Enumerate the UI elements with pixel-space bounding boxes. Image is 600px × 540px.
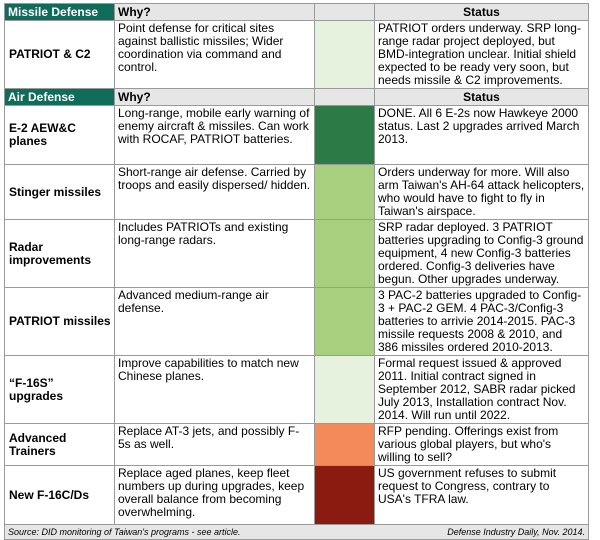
program-status: SRP radar deployed. 3 PATRIOT batteries … bbox=[374, 219, 589, 288]
program-status: PATRIOT orders underway. SRP long-range … bbox=[374, 20, 589, 89]
table-row: E-2 AEW&C planes Long-range, mobile earl… bbox=[4, 105, 589, 165]
section-title: Missile Defense bbox=[4, 3, 115, 21]
why-header: Why? bbox=[114, 3, 315, 21]
program-name: Radar improvements bbox=[4, 219, 115, 288]
table-row: PATRIOT missiles Advanced medium-range a… bbox=[4, 287, 589, 356]
section-header-row: Air Defense Why? Status bbox=[4, 88, 589, 106]
status-swatch bbox=[314, 164, 375, 220]
status-swatch bbox=[314, 355, 375, 424]
program-why: Short-range air defense. Carried by troo… bbox=[114, 164, 315, 220]
program-why: Point defense for critical sites against… bbox=[114, 20, 315, 89]
program-why: Long-range, mobile early warning of enem… bbox=[114, 105, 315, 165]
programs-table: Missile Defense Why? Status PATRIOT & C2… bbox=[4, 3, 589, 540]
program-status: Formal request issued & approved 2011. I… bbox=[374, 355, 589, 424]
credit-note: Defense Industry Daily, Nov. 2014. bbox=[447, 527, 585, 537]
program-status: 3 PAC-2 batteries upgraded to Config-3 +… bbox=[374, 287, 589, 356]
status-header: Status bbox=[374, 88, 589, 106]
table-row: New F-16C/Ds Replace aged planes, keep f… bbox=[4, 465, 589, 525]
table-row: “F-16S” upgrades Improve capabilities to… bbox=[4, 355, 589, 424]
status-swatch bbox=[314, 219, 375, 288]
program-status: DONE. All 6 E-2s now Hawkeye 2000 status… bbox=[374, 105, 589, 165]
program-name: PATRIOT missiles bbox=[4, 287, 115, 356]
program-status: US government refuses to submit request … bbox=[374, 465, 589, 525]
table-row: Radar improvements Includes PATRIOTs and… bbox=[4, 219, 589, 288]
program-why: Improve capabilities to match new Chines… bbox=[114, 355, 315, 424]
status-swatch bbox=[314, 465, 375, 525]
spacer-header bbox=[314, 3, 375, 21]
program-status: Orders underway for more. Will also arm … bbox=[374, 164, 589, 220]
table-row: Stinger missiles Short-range air defense… bbox=[4, 164, 589, 220]
status-header: Status bbox=[374, 3, 589, 21]
status-swatch bbox=[314, 287, 375, 356]
program-why: Advanced medium-range air defense. bbox=[114, 287, 315, 356]
footer-cell: Source: DID monitoring of Taiwan's progr… bbox=[4, 524, 589, 540]
status-swatch bbox=[314, 423, 375, 466]
table-row: Advanced Trainers Replace AT-3 jets, and… bbox=[4, 423, 589, 466]
program-name: Advanced Trainers bbox=[4, 423, 115, 466]
program-name: New F-16C/Ds bbox=[4, 465, 115, 525]
program-why: Replace aged planes, keep fleet numbers … bbox=[114, 465, 315, 525]
source-note: Source: DID monitoring of Taiwan's progr… bbox=[8, 527, 241, 537]
program-name: Stinger missiles bbox=[4, 164, 115, 220]
program-why: Replace AT-3 jets, and possibly F-5s as … bbox=[114, 423, 315, 466]
program-name: PATRIOT & C2 bbox=[4, 20, 115, 89]
section-title: Air Defense bbox=[4, 88, 115, 106]
table-row: PATRIOT & C2 Point defense for critical … bbox=[4, 20, 589, 89]
table-footer: Source: DID monitoring of Taiwan's progr… bbox=[4, 524, 589, 540]
program-status: RFP pending. Offerings exist from variou… bbox=[374, 423, 589, 466]
program-name: “F-16S” upgrades bbox=[4, 355, 115, 424]
section-header-row: Missile Defense Why? Status bbox=[4, 3, 589, 21]
program-name: E-2 AEW&C planes bbox=[4, 105, 115, 165]
status-swatch bbox=[314, 105, 375, 165]
program-why: Includes PATRIOTs and existing long-rang… bbox=[114, 219, 315, 288]
why-header: Why? bbox=[114, 88, 315, 106]
status-swatch bbox=[314, 20, 375, 89]
spacer-header bbox=[314, 88, 375, 106]
